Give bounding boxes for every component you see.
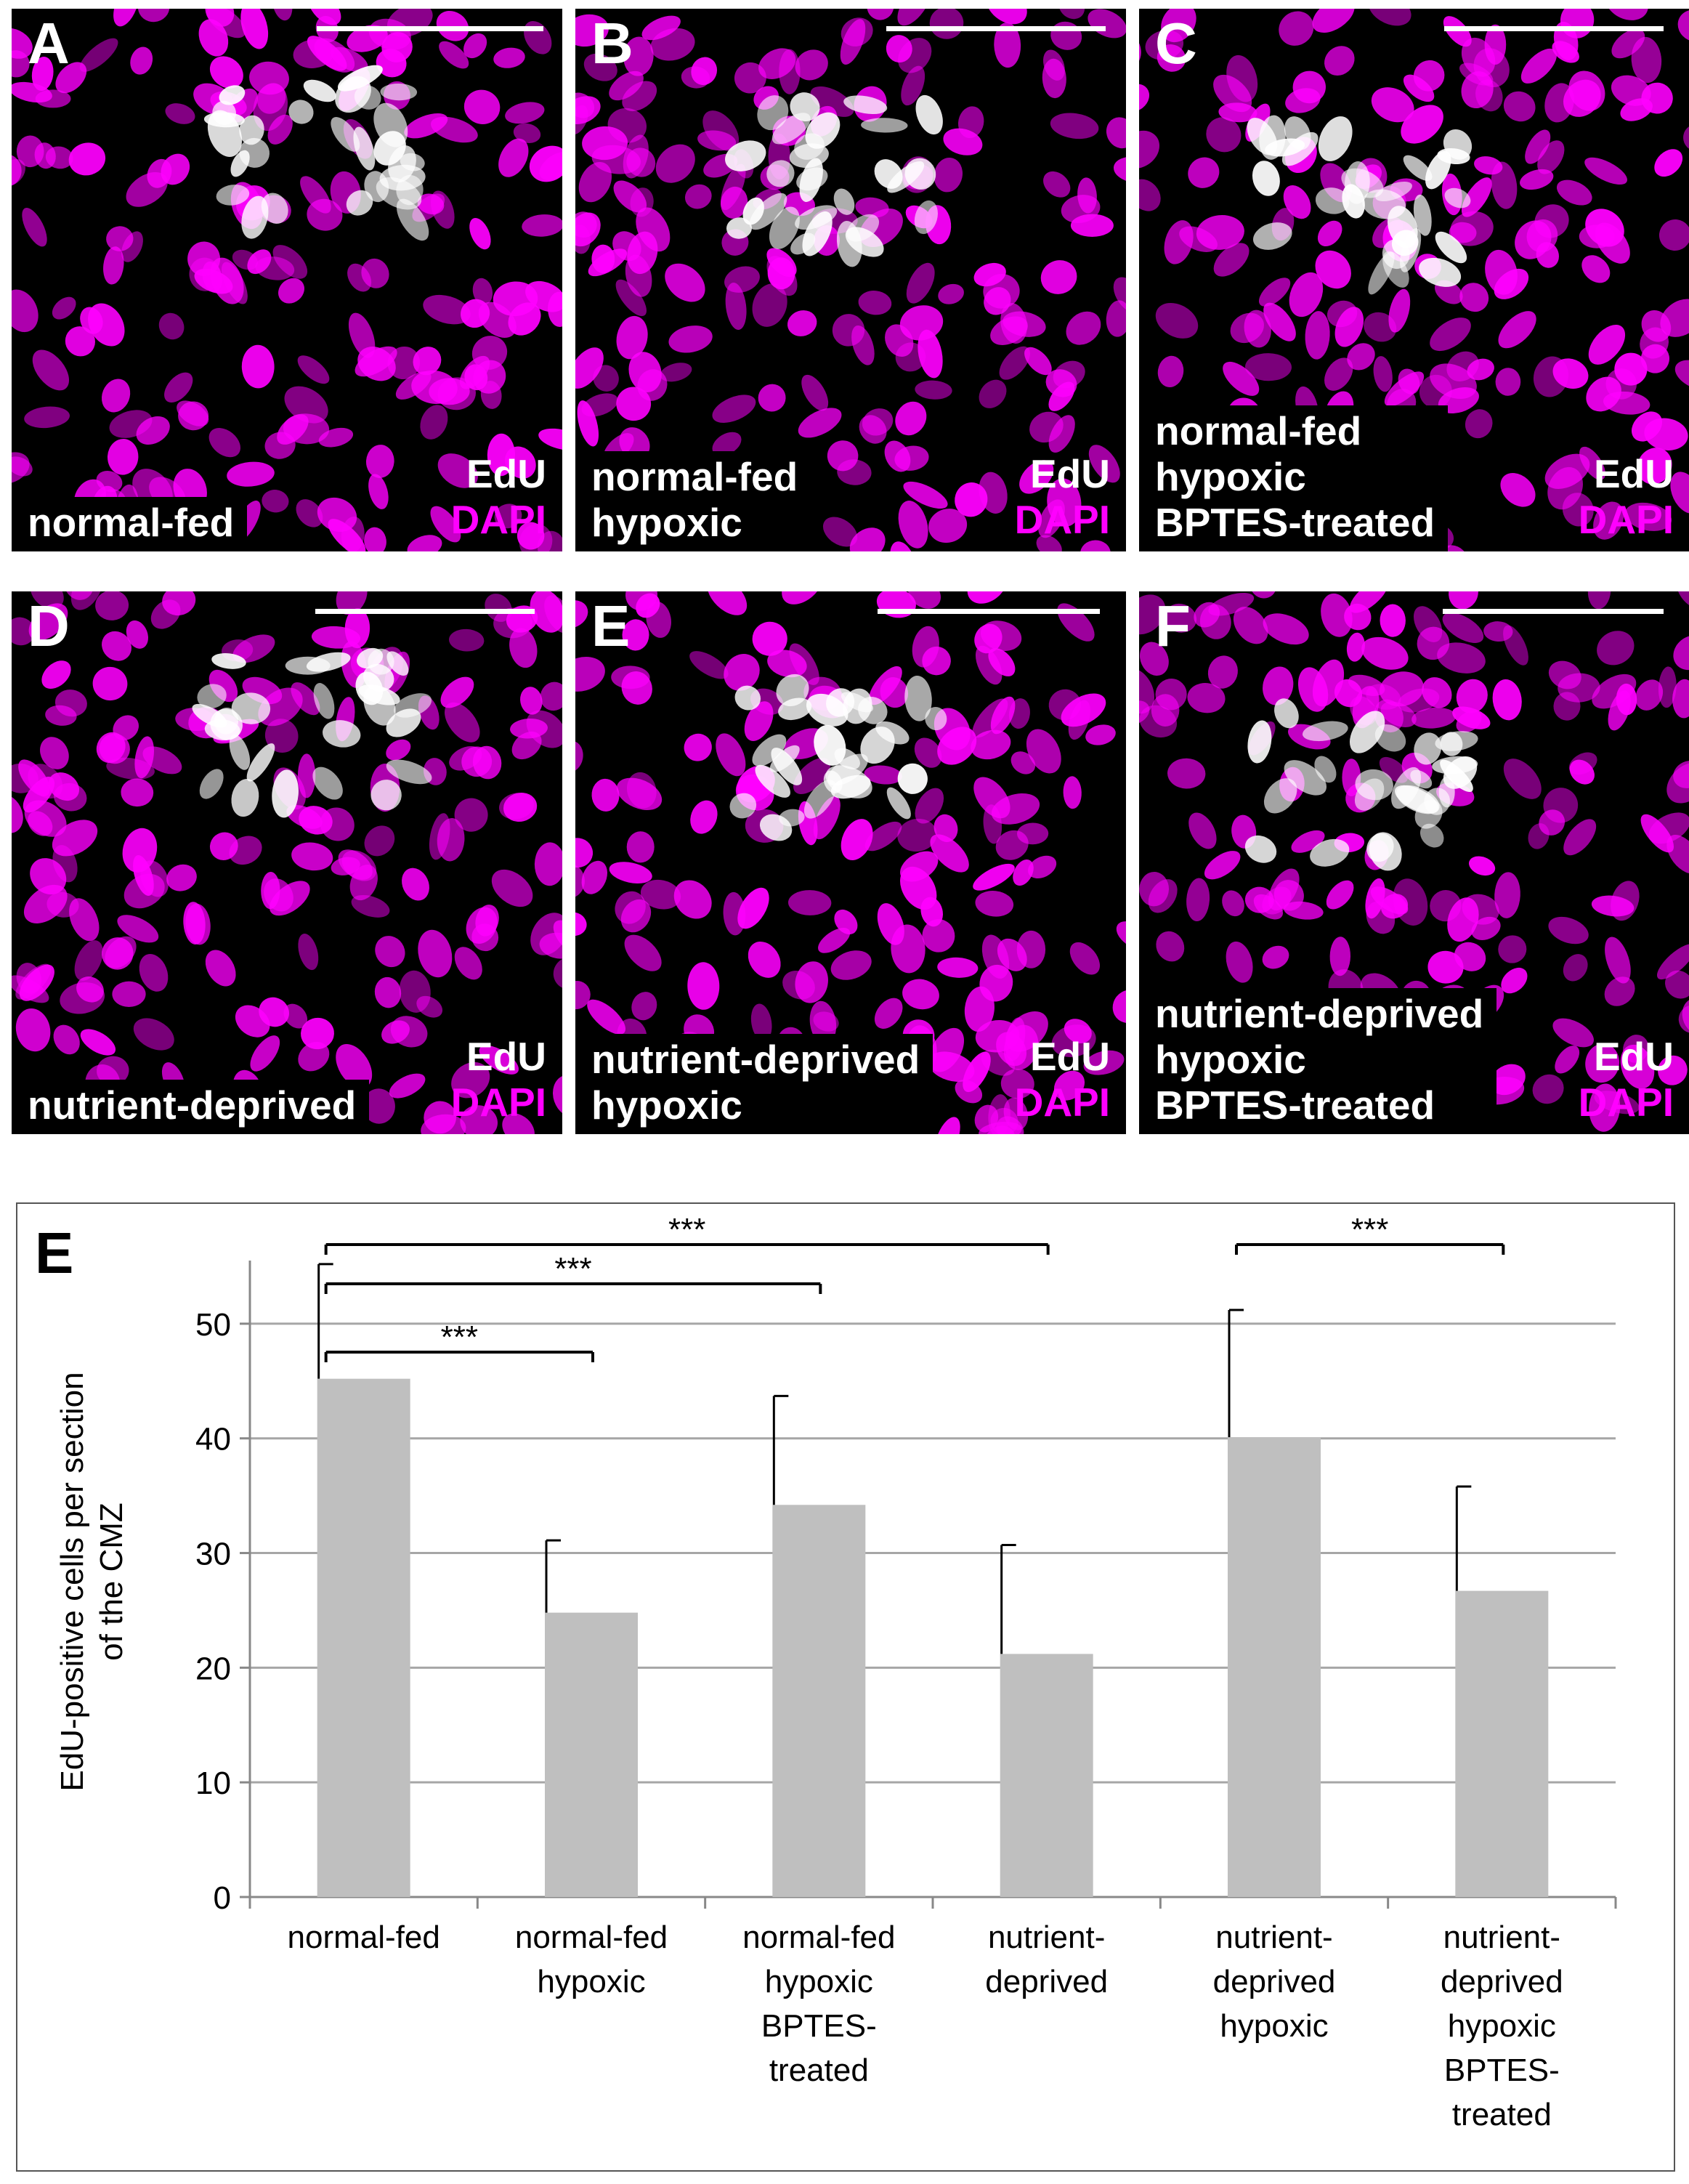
panel-letter: B: [591, 11, 633, 76]
stain-dapi-label: DAPI: [450, 497, 546, 542]
scale-bar: [878, 609, 1100, 614]
bar: [1228, 1437, 1321, 1897]
stain-legend: EdU DAPI: [451, 451, 546, 543]
chart-panel-letter: E: [35, 1221, 74, 1285]
x-category-label: normal-fed: [288, 1920, 440, 1955]
condition-label: nutrient-deprived hypoxic BPTES-treated: [1139, 988, 1497, 1134]
panel-letter: F: [1155, 594, 1191, 658]
stain-dapi-label: DAPI: [1578, 1080, 1674, 1125]
stain-edu-label: EdU: [1594, 451, 1674, 496]
x-category-label: nutrient-deprived: [985, 1920, 1108, 1999]
condition-label: normal-fed: [12, 497, 248, 551]
stain-legend: EdU DAPI: [1015, 1034, 1110, 1125]
bar: [317, 1378, 410, 1897]
bar: [772, 1505, 866, 1897]
bar-chart-panel: E 0 10 20 30 40 50 normal-fed normal-fed hypoxic…: [16, 1202, 1675, 2172]
micrograph-image: [575, 9, 1126, 551]
stain-legend: EdU DAPI: [1015, 451, 1110, 543]
panel-letter: C: [1155, 11, 1197, 76]
scale-bar: [1444, 26, 1664, 31]
stain-edu-label: EdU: [1030, 1034, 1110, 1079]
stain-legend: EdU DAPI: [451, 1034, 546, 1125]
y-axis-label: EdU-positive cells per section of the CMZ: [54, 1372, 129, 1791]
y-tick-label: 0: [214, 1880, 231, 1916]
significance-bracket: ***: [324, 1251, 822, 1294]
y-tick-label: 30: [195, 1537, 231, 1572]
stain-dapi-label: DAPI: [1014, 1080, 1110, 1125]
stain-dapi-label: DAPI: [1014, 497, 1110, 542]
y-tick-label: 10: [195, 1766, 231, 1801]
bar: [545, 1612, 638, 1897]
significance-bracket: ***: [324, 1212, 1050, 1255]
panel-letter: E: [591, 594, 631, 658]
significance-label: ***: [668, 1212, 705, 1247]
scale-bar: [317, 26, 543, 31]
significance-label: ***: [554, 1251, 591, 1287]
panel-letter: A: [28, 11, 70, 76]
stain-edu-label: EdU: [466, 451, 546, 496]
stain-edu-label: EdU: [1594, 1034, 1674, 1079]
x-category-label: nutrient-deprived hypoxic: [1213, 1920, 1336, 2044]
condition-label: nutrient-deprived hypoxic: [575, 1034, 933, 1134]
stain-edu-label: EdU: [1030, 451, 1110, 496]
y-tick-label: 50: [195, 1307, 231, 1343]
condition-label: nutrient-deprived: [12, 1080, 370, 1134]
stain-legend: EdU DAPI: [1579, 1034, 1674, 1125]
significance-bracket: ***: [324, 1319, 594, 1362]
bar: [1455, 1590, 1549, 1897]
x-category-label: normal-fed hypoxic BPTES-treated: [742, 1920, 895, 2088]
scale-bar: [1443, 609, 1664, 614]
stain-edu-label: EdU: [466, 1034, 546, 1079]
x-category-label: nutrient-deprived hypoxic BPTES-treated: [1441, 1920, 1563, 2132]
condition-label: normal-fed hypoxic: [575, 451, 811, 551]
condition-label: normal-fed hypoxic BPTES-treated: [1139, 405, 1449, 551]
y-tick-label: 20: [195, 1651, 231, 1686]
bar: [1000, 1654, 1093, 1897]
stain-legend: EdU DAPI: [1579, 451, 1674, 543]
scale-bar: [315, 609, 535, 614]
panel-letter: D: [28, 594, 70, 658]
significance-bracket: ***: [1235, 1212, 1505, 1255]
bar-chart: 0 10 20 30 40 50 normal-fed normal-fed hypoxic no…: [54, 1212, 1617, 2132]
scale-bar: [886, 26, 1106, 31]
y-tick-label: 40: [195, 1422, 231, 1457]
x-category-label: normal-fed hypoxic: [515, 1920, 668, 1999]
significance-label: ***: [1351, 1212, 1388, 1247]
significance-label: ***: [441, 1319, 478, 1355]
stain-dapi-label: DAPI: [450, 1080, 546, 1125]
stain-dapi-label: DAPI: [1578, 497, 1674, 542]
